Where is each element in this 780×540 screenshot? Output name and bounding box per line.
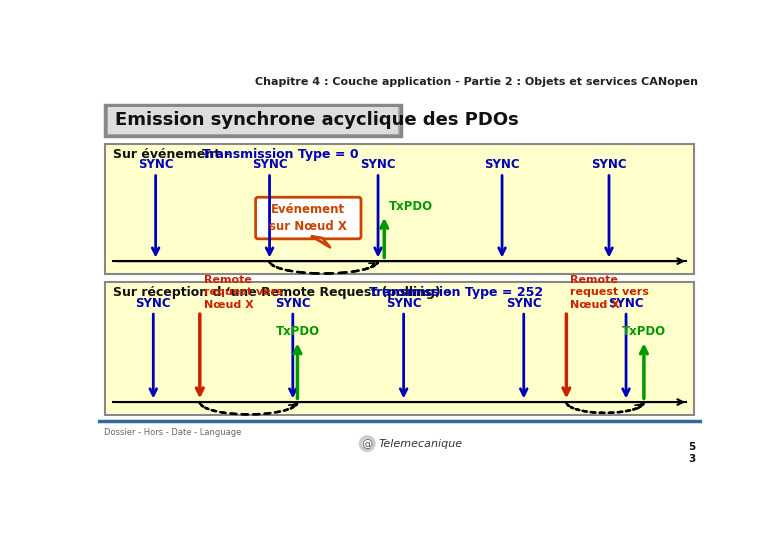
Text: Remote
request vers
Nœud X: Remote request vers Nœud X — [570, 275, 649, 309]
Polygon shape — [312, 237, 330, 247]
Text: SYNC: SYNC — [506, 296, 541, 309]
FancyBboxPatch shape — [105, 144, 694, 274]
Circle shape — [363, 439, 372, 448]
Text: SYNC: SYNC — [608, 296, 643, 309]
Text: SYNC: SYNC — [360, 158, 396, 171]
FancyBboxPatch shape — [105, 282, 694, 415]
FancyBboxPatch shape — [105, 105, 401, 137]
Text: SYNC: SYNC — [386, 296, 421, 309]
FancyBboxPatch shape — [256, 197, 361, 239]
Text: SYNC: SYNC — [138, 158, 173, 171]
Text: Sur événement -: Sur événement - — [113, 148, 239, 161]
Text: Remote
request vers
Nœud X: Remote request vers Nœud X — [204, 275, 282, 309]
Text: Evénement
sur Nœud X: Evénement sur Nœud X — [269, 203, 347, 233]
Text: @: @ — [362, 438, 373, 449]
Text: SYNC: SYNC — [252, 158, 287, 171]
Text: Telemecanique: Telemecanique — [378, 438, 463, 449]
Text: Sur réception d ‘une Remote Request (polling) -: Sur réception d ‘une Remote Request (pol… — [113, 286, 455, 299]
Text: TxPDO: TxPDO — [275, 325, 320, 338]
Text: TxPDO: TxPDO — [622, 325, 666, 338]
Text: SYNC: SYNC — [484, 158, 519, 171]
Text: Transmission Type = 0: Transmission Type = 0 — [202, 148, 359, 161]
Text: SYNC: SYNC — [275, 296, 310, 309]
Text: Dossier - Hors - Date - Language: Dossier - Hors - Date - Language — [104, 428, 241, 437]
FancyBboxPatch shape — [108, 107, 399, 134]
Text: SYNC: SYNC — [136, 296, 171, 309]
Text: SYNC: SYNC — [591, 158, 627, 171]
Text: Transmission Type = 252: Transmission Type = 252 — [369, 286, 543, 299]
Circle shape — [360, 436, 375, 451]
Text: Chapitre 4 : Couche application - Partie 2 : Objets et services CANopen: Chapitre 4 : Couche application - Partie… — [255, 77, 698, 87]
Text: TxPDO: TxPDO — [389, 200, 433, 213]
Text: 5
3: 5 3 — [689, 442, 696, 464]
Text: Emission synchrone acyclique des PDOs: Emission synchrone acyclique des PDOs — [115, 111, 518, 129]
